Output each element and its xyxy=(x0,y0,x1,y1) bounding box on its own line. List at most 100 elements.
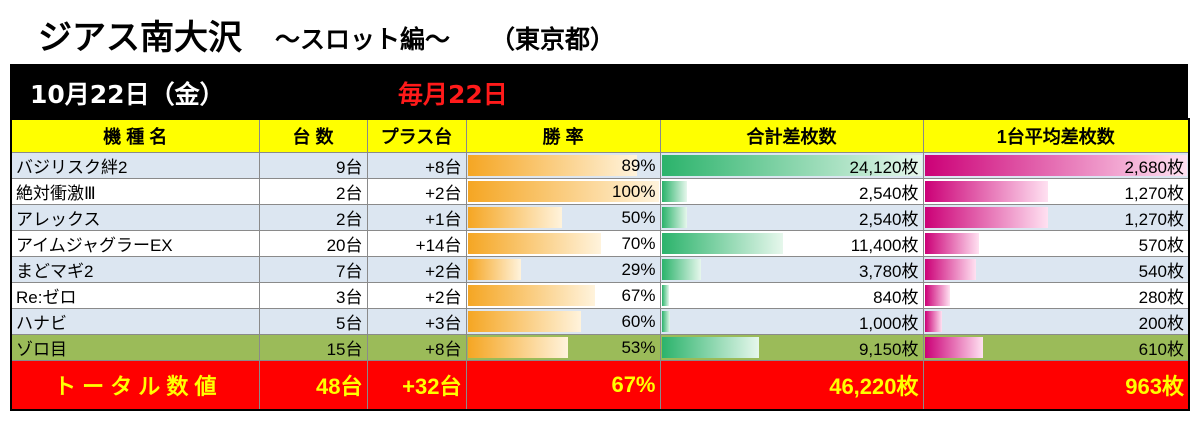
avg-diff-bar xyxy=(924,259,976,280)
location-label: （東京都） xyxy=(490,25,616,54)
total-diff-sum: 46,220枚 xyxy=(659,360,924,411)
avg-diff-value: 1,270枚 xyxy=(1124,210,1184,229)
machine-name: 絶対衝激Ⅲ xyxy=(10,178,260,205)
plus-count: +2台 xyxy=(366,178,467,205)
table-row: ハナビ 5台 +3台 60% 1,000枚 200枚 xyxy=(10,308,1190,335)
machine-name: アレックス xyxy=(10,204,260,231)
avg-diff-cell: 1,270枚 xyxy=(922,178,1190,205)
header-plus: プラス台 xyxy=(366,118,467,153)
header-count: 台 数 xyxy=(258,118,368,153)
win-rate-value: 50% xyxy=(621,207,656,227)
total-diff-cell: 9,150枚 xyxy=(659,334,924,361)
avg-diff-bar xyxy=(924,233,979,254)
total-diff-value: 11,400枚 xyxy=(850,236,919,255)
avg-diff-value: 540枚 xyxy=(1138,262,1184,281)
header-machine-name: 機 種 名 xyxy=(10,118,260,153)
win-rate-value: 60% xyxy=(621,311,656,331)
win-rate-value: 89% xyxy=(621,155,656,175)
event-label: 毎月22日 xyxy=(398,80,508,109)
avg-diff-cell: 200枚 xyxy=(922,308,1190,335)
store-name: ジアス南大沢 xyxy=(38,18,242,58)
avg-diff-cell: 610枚 xyxy=(922,334,1190,361)
win-rate-cell: 50% xyxy=(465,204,661,231)
machine-count: 3台 xyxy=(258,282,368,309)
total-diff-bar xyxy=(661,233,784,254)
total-diff-cell: 2,540枚 xyxy=(659,204,924,231)
total-diff-cell: 2,540枚 xyxy=(659,178,924,205)
total-plus: +32台 xyxy=(366,360,467,411)
total-avg-diff: 963枚 xyxy=(922,360,1190,411)
total-row: ト ー タ ル 数 値 48台 +32台 67% 46,220枚 963枚 xyxy=(10,360,1190,411)
win-rate-bar xyxy=(467,337,568,358)
machine-name: アイムジャグラーEX xyxy=(10,230,260,257)
header-row: 機 種 名 台 数 プラス台 勝 率 合計差枚数 1台平均差枚数 xyxy=(10,118,1190,153)
results-table: 機 種 名 台 数 プラス台 勝 率 合計差枚数 1台平均差枚数 バジリスク絆2… xyxy=(10,118,1190,411)
table-row: Re:ゼロ 3台 +2台 67% 840枚 280枚 xyxy=(10,282,1190,309)
machine-name: バジリスク絆2 xyxy=(10,152,260,179)
plus-count: +8台 xyxy=(366,152,467,179)
avg-diff-bar xyxy=(924,155,1187,176)
avg-diff-bar xyxy=(924,181,1048,202)
machine-count: 2台 xyxy=(258,204,368,231)
win-rate-bar xyxy=(467,259,522,280)
total-diff-value: 9,150枚 xyxy=(858,340,919,359)
win-rate-cell: 60% xyxy=(465,308,661,335)
total-diff-bar xyxy=(661,181,688,202)
total-diff-cell: 1,000枚 xyxy=(659,308,924,335)
total-diff-value: 840枚 xyxy=(873,288,919,307)
avg-diff-value: 280枚 xyxy=(1138,288,1184,307)
plus-count: +3台 xyxy=(366,308,467,335)
avg-diff-cell: 2,680枚 xyxy=(922,152,1190,179)
win-rate-bar xyxy=(467,233,601,254)
total-diff-cell: 24,120枚 xyxy=(659,152,924,179)
win-rate-cell: 89% xyxy=(465,152,661,179)
date-label: 10月22日（金） xyxy=(30,80,225,109)
win-rate-bar xyxy=(467,311,582,332)
avg-diff-bar xyxy=(924,311,943,332)
total-win-rate: 67% xyxy=(465,360,661,411)
total-diff-bar xyxy=(661,285,669,306)
avg-diff-bar xyxy=(924,337,983,358)
total-diff-bar xyxy=(661,311,671,332)
total-diff-value: 2,540枚 xyxy=(858,184,919,203)
win-rate-cell: 53% xyxy=(465,334,661,361)
avg-diff-value: 570枚 xyxy=(1138,236,1184,255)
table-row: まどマギ2 7台 +2台 29% 3,780枚 540枚 xyxy=(10,256,1190,283)
date-bar: 10月22日（金） 毎月22日 xyxy=(10,64,1188,118)
table-row: 絶対衝激Ⅲ 2台 +2台 100% 2,540枚 1,270枚 xyxy=(10,178,1190,205)
avg-diff-cell: 1,270枚 xyxy=(922,204,1190,231)
title-bar: ジアス南大沢 ～スロット編～ （東京都） xyxy=(0,0,1200,64)
win-rate-bar xyxy=(467,155,638,176)
total-diff-cell: 3,780枚 xyxy=(659,256,924,283)
total-diff-bar xyxy=(661,207,688,228)
win-rate-value: 100% xyxy=(612,181,656,201)
plus-count: +2台 xyxy=(366,282,467,309)
win-rate-cell: 100% xyxy=(465,178,661,205)
machine-count: 20台 xyxy=(258,230,368,257)
total-diff-value: 2,540枚 xyxy=(858,210,919,229)
machine-count: 5台 xyxy=(258,308,368,335)
win-rate-bar xyxy=(467,285,595,306)
avg-diff-bar xyxy=(924,207,1048,228)
total-diff-value: 1,000枚 xyxy=(858,314,919,333)
avg-diff-cell: 570枚 xyxy=(922,230,1190,257)
win-rate-value: 29% xyxy=(621,259,656,279)
header-avg-diff: 1台平均差枚数 xyxy=(922,118,1190,153)
total-count: 48台 xyxy=(258,360,368,411)
table-row: ゾロ目 15台 +8台 53% 9,150枚 610枚 xyxy=(10,334,1190,361)
total-diff-bar xyxy=(661,155,922,176)
machine-name: ハナビ xyxy=(10,308,260,335)
win-rate-value: 67% xyxy=(621,285,656,305)
header-win-rate: 勝 率 xyxy=(465,118,661,153)
table-row: バジリスク絆2 9台 +8台 89% 24,120枚 2,680枚 xyxy=(10,152,1190,179)
total-diff-value: 3,780枚 xyxy=(858,262,919,281)
avg-diff-value: 2,680枚 xyxy=(1124,158,1184,177)
category-subtitle: ～スロット編～ xyxy=(275,25,451,54)
total-diff-cell: 11,400枚 xyxy=(659,230,924,257)
machine-name: まどマギ2 xyxy=(10,256,260,283)
win-rate-value: 53% xyxy=(621,337,656,357)
avg-diff-value: 610枚 xyxy=(1138,340,1184,359)
machine-count: 15台 xyxy=(258,334,368,361)
win-rate-cell: 67% xyxy=(465,282,661,309)
win-rate-value: 70% xyxy=(621,233,656,253)
